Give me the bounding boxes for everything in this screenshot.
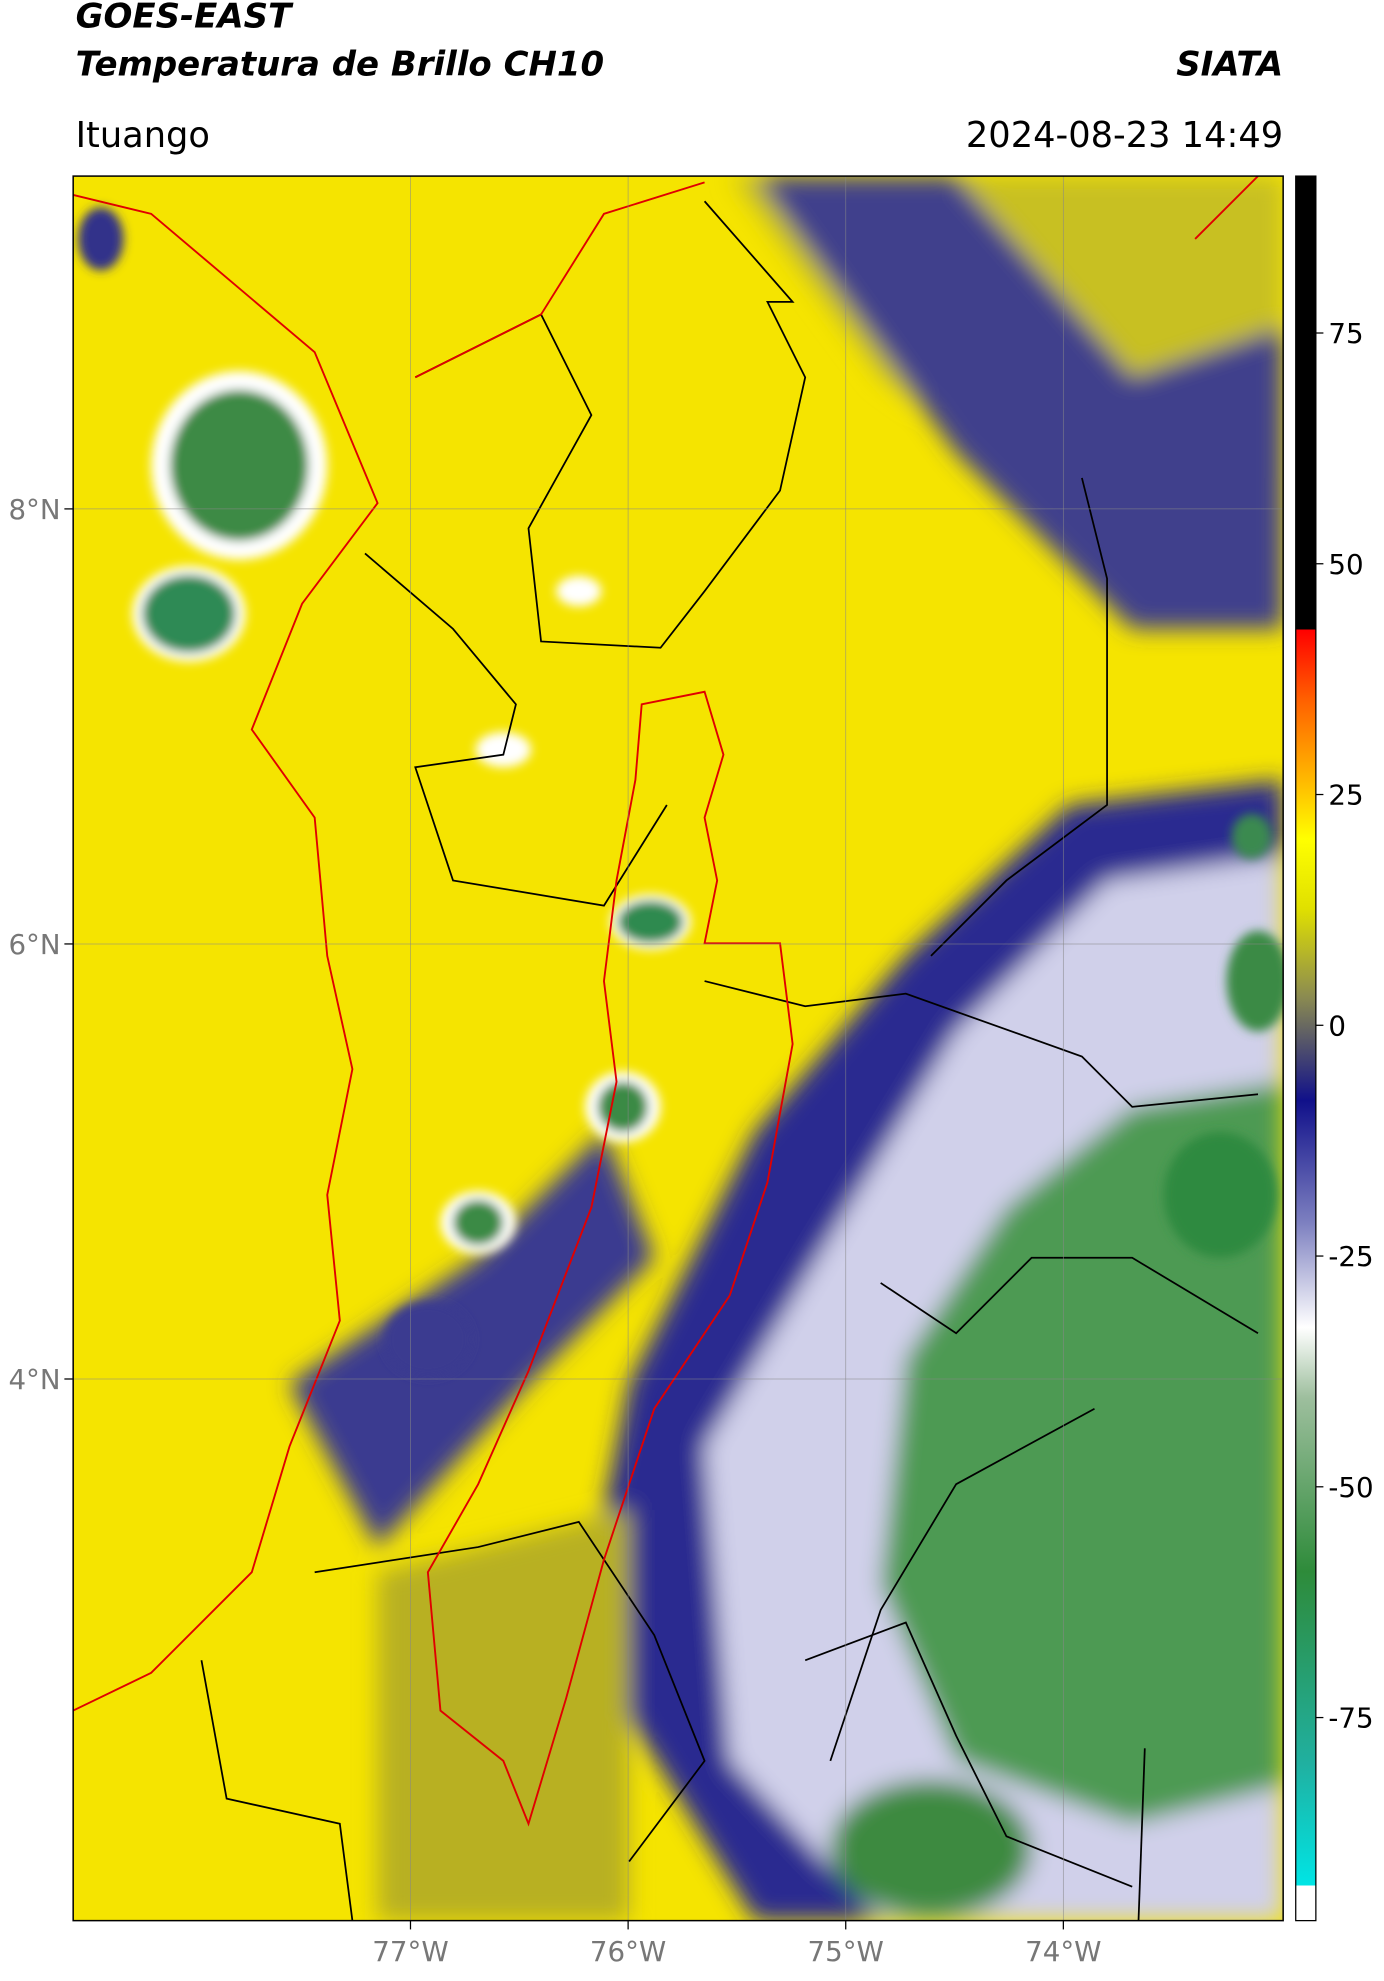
x-tick-label: 74°W [1025,1935,1101,1968]
y-tick-label: 8°N [8,493,60,526]
colorbar-ticks: 75 50 25 0 -25 -50 -75 [1315,317,1374,1735]
datetime: 2024-08-23 14:49 [966,115,1283,156]
y-tick-label: 4°N [8,1363,60,1396]
y-tick-label: 6°N [8,928,60,961]
title-line: GOES-EAST [76,0,294,37]
x-tick-label: 75°W [808,1935,884,1968]
location: Ituango [76,115,210,156]
colorbar-label: -75 [1328,1702,1373,1735]
map-frame [72,175,1284,1922]
colorbar-label: 50 [1328,548,1363,581]
colorbar [1295,175,1317,1922]
title-line: Temperatura de Brillo CH10 [76,44,604,84]
org: SIATA [1176,44,1283,84]
map-image [73,176,1284,1921]
colorbar-label: -25 [1328,1240,1373,1273]
x-tick-label: 77°W [372,1935,448,1968]
colorbar-label: 0 [1328,1009,1346,1042]
x-tick-label: 76°W [590,1935,666,1968]
graticule: 77°W 76°W 75°W 74°W 8°N 6°N 4°N [8,176,1284,1968]
colorbar-label: 25 [1328,779,1363,812]
colorbar-label: 75 [1328,317,1363,350]
colorbar-label: -50 [1328,1471,1373,1504]
